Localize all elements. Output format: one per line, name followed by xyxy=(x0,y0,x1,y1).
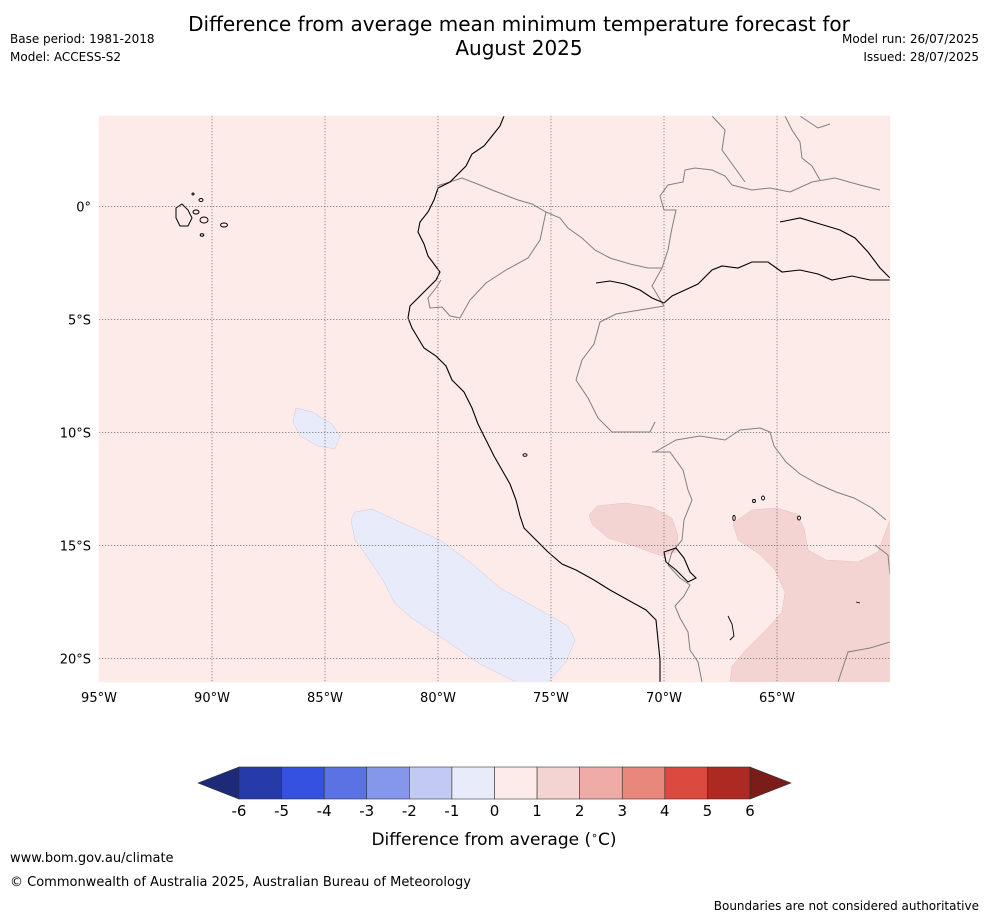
base-period: Base period: 1981-2018 xyxy=(10,32,155,46)
galapagos-islands xyxy=(175,192,228,237)
anomaly-region-cool-small xyxy=(292,407,341,450)
latitude-tick-label: 10°S xyxy=(60,426,91,441)
colorbar-tick-label: -5 xyxy=(274,802,289,820)
coastline-west xyxy=(407,116,661,682)
colorbar-segment xyxy=(281,766,325,800)
colorbar-tick-label: -1 xyxy=(444,802,459,820)
meta-right: Model run: 26/07/2025 Issued: 28/07/2025 xyxy=(842,30,979,66)
colorbar-tick-label: 6 xyxy=(745,802,755,820)
meta-left: Base period: 1981-2018 Model: ACCESS-S2 xyxy=(10,30,155,66)
longitude-tick-label: 90°W xyxy=(194,691,230,706)
colorbar xyxy=(197,766,792,800)
anomaly-region-warm-2 xyxy=(729,507,890,682)
model-name: Model: ACCESS-S2 xyxy=(10,50,122,64)
colorbar-under-extension xyxy=(197,766,240,800)
longitude-tick-label: 65°W xyxy=(759,691,795,706)
website-link[interactable]: www.bom.gov.au/climate xyxy=(10,851,174,866)
latitude-tick-label: 5°S xyxy=(68,313,91,328)
issued-date: Issued: 28/07/2025 xyxy=(863,50,979,64)
map-frame xyxy=(98,115,891,683)
longitude-tick-label: 95°W xyxy=(81,691,117,706)
title-line-1: Difference from average mean minimum tem… xyxy=(188,12,850,36)
colorbar-segment xyxy=(238,766,282,800)
colorbar-tick-label: 5 xyxy=(703,802,713,820)
longitude-labels: 95°W 90°W 85°W 80°W 75°W 70°W 65°W xyxy=(81,691,795,706)
longitude-tick-label: 75°W xyxy=(533,691,569,706)
latitude-labels: 0° 5°S 10°S 15°S 20°S xyxy=(60,200,91,667)
river-amazon xyxy=(595,261,890,304)
colorbar-tick-label: 1 xyxy=(532,802,542,820)
degree-symbol: ∘ xyxy=(591,829,598,842)
colorbar-segment xyxy=(536,766,580,800)
colorbar-label: Difference from average (∘C) xyxy=(371,829,616,850)
graticule xyxy=(99,116,890,682)
colorbar-segment xyxy=(494,766,538,800)
colorbar-tick-label: 3 xyxy=(617,802,627,820)
boundaries-note: Boundaries are not considered authoritat… xyxy=(713,899,979,913)
colorbar-tick-label: 0 xyxy=(490,802,500,820)
colorbar-segment xyxy=(621,766,666,800)
colorbar-over-extension xyxy=(749,766,792,800)
longitude-tick-label: 70°W xyxy=(646,691,682,706)
colorbar-tick-label: -3 xyxy=(359,802,374,820)
colorbar-tick-label: -6 xyxy=(232,802,247,820)
river-upper xyxy=(779,217,890,279)
colorbar-segment xyxy=(451,766,495,800)
map-title: Difference from average mean minimum tem… xyxy=(150,12,888,60)
title-line-2: August 2025 xyxy=(455,36,583,60)
coastlines xyxy=(407,116,890,682)
lake-titicaca xyxy=(663,547,697,583)
latitude-tick-label: 20°S xyxy=(60,652,91,667)
colorbar-segment xyxy=(707,766,751,800)
model-run: Model run: 26/07/2025 xyxy=(841,32,979,46)
colorbar-segment xyxy=(366,766,410,800)
colorbar-tick-label: 2 xyxy=(575,802,585,820)
anomaly-regions xyxy=(292,407,890,682)
colorbar-tick-label: -4 xyxy=(317,802,332,820)
longitude-tick-label: 85°W xyxy=(307,691,343,706)
anomaly-region-cool-large xyxy=(350,508,576,682)
colorbar-tick-label: -2 xyxy=(402,802,417,820)
colorbar-segment xyxy=(323,766,368,800)
country-boundaries xyxy=(427,116,890,682)
colorbar-segment xyxy=(579,766,623,800)
latitude-tick-label: 15°S xyxy=(60,539,91,554)
colorbar-ticks: -6 -5 -4 -3 -2 -1 0 1 2 3 4 5 6 xyxy=(232,802,755,820)
latitude-tick-label: 0° xyxy=(76,200,91,215)
longitude-tick-label: 80°W xyxy=(420,691,456,706)
inland-lakes xyxy=(522,453,861,641)
colorbar-segment xyxy=(664,766,708,800)
copyright-text: © Commonwealth of Australia 2025, Austra… xyxy=(10,875,471,890)
colorbar-tick-label: 4 xyxy=(660,802,670,820)
colorbar-segment xyxy=(409,766,453,800)
anomaly-region-warm-1 xyxy=(588,502,679,557)
